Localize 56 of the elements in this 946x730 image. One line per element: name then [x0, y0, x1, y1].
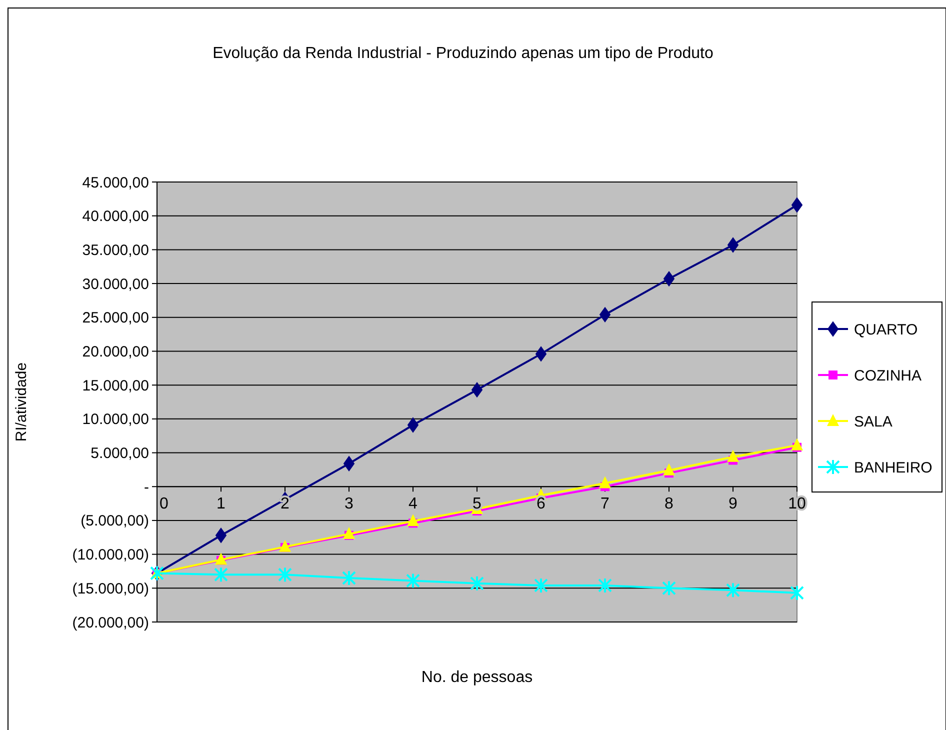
legend-label: QUARTO	[854, 321, 918, 338]
point	[407, 514, 419, 526]
point	[534, 577, 548, 594]
legend-label: COZINHA	[854, 367, 922, 384]
y-tick-label: 45.000,00	[82, 174, 149, 192]
point	[470, 575, 484, 592]
point	[279, 540, 291, 552]
point	[792, 198, 802, 213]
y-tick-label: 5.000,00	[90, 445, 149, 462]
y-tick-label: -	[144, 478, 149, 496]
x-tick-label: 10	[788, 496, 806, 513]
x-tick-label: 7	[600, 496, 610, 513]
y-tick-label: 15.000,00	[82, 377, 149, 394]
x-tick-label: 4	[408, 496, 418, 513]
y-tick-label: 25.000,00	[82, 310, 149, 327]
point	[278, 566, 292, 583]
point	[728, 237, 738, 252]
point	[599, 476, 611, 488]
y-tick-label: 35.000,00	[82, 242, 149, 259]
point	[344, 456, 354, 472]
legend-label: SALA	[854, 413, 892, 430]
point	[216, 528, 226, 543]
x-axis-title: No. de pessoas	[421, 669, 533, 686]
y-tick-label: 20.000,00	[82, 343, 149, 360]
point	[406, 572, 420, 589]
y-tick-label: (5.000,00)	[80, 512, 149, 530]
point	[343, 527, 355, 539]
point	[472, 382, 482, 398]
x-tick-label: 9	[728, 496, 738, 513]
point	[664, 271, 674, 286]
point	[726, 582, 740, 598]
point	[663, 463, 675, 476]
y-tick-label: (20.000,00)	[72, 614, 149, 632]
y-tick-label: 10.000,00	[82, 411, 149, 428]
point	[727, 450, 739, 462]
point	[408, 418, 418, 433]
point	[536, 346, 546, 362]
point	[791, 438, 803, 450]
point	[790, 584, 804, 601]
y-tick-label: 40.000,00	[82, 208, 149, 226]
x-tick-label: 8	[664, 496, 674, 513]
y-axis-title: RI/atividade	[13, 362, 30, 442]
point	[598, 577, 612, 594]
point	[214, 566, 228, 583]
point	[342, 570, 356, 586]
point	[662, 580, 676, 596]
legend-label: BANHEIRO	[854, 459, 932, 476]
x-tick-label: 3	[344, 496, 354, 513]
chart-title: Evolução da Renda Industrial - Produzindo apenas um tipo de Produto	[212, 45, 714, 62]
point	[215, 552, 227, 565]
x-tick-label: 1	[216, 496, 226, 513]
y-tick-label: (10.000,00)	[72, 546, 149, 564]
y-tick-label: 30.000,00	[82, 276, 149, 293]
x-tick-label: 0	[160, 496, 169, 513]
point	[600, 307, 610, 322]
y-tick-label: (15.000,00)	[72, 580, 149, 598]
